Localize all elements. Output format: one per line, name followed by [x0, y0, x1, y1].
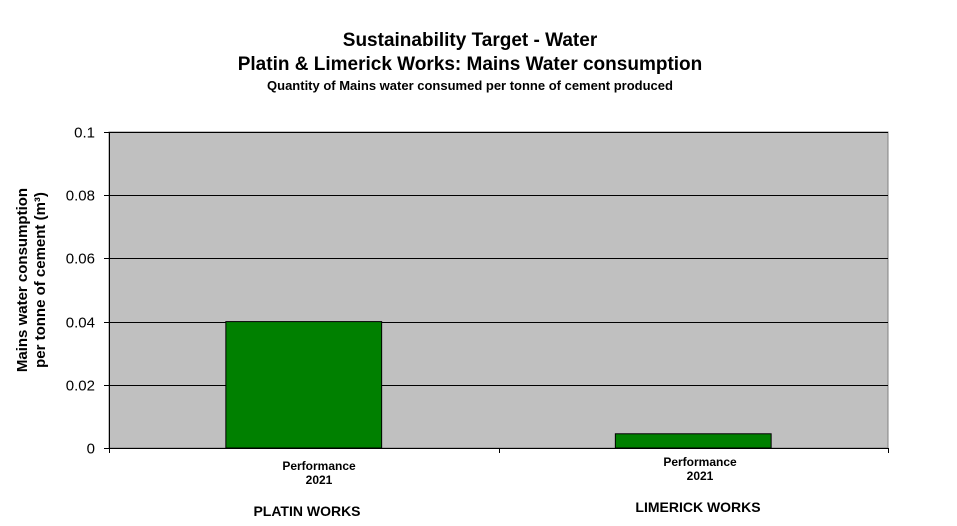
y-tick-label-2: 0.04 [66, 315, 95, 332]
bar-0 [225, 321, 383, 449]
bar-label-platin-line2: 2021 [305, 473, 333, 487]
y-tick-label-4: 0.08 [66, 188, 95, 205]
y-tick-label-1: 0.02 [66, 378, 95, 395]
chart-subtitle: Platin & Limerick Works: Mains Water con… [237, 54, 703, 75]
y-tick-label-5: 0.1 [74, 125, 95, 142]
chart-subtitle-2: Quantity of Mains water consumed per ton… [267, 78, 673, 93]
y-axis-label-line2: per tonne of cement (m³) [32, 192, 49, 368]
y-axis-label-line1: Mains water consumption [14, 187, 31, 373]
bar-label-limerick-line2: 2021 [686, 469, 714, 483]
bar-label-platin-line1: Performance [282, 459, 356, 473]
y-tick-label-0: 0 [87, 441, 95, 458]
bar-label-limerick: Performance 2021 [620, 455, 780, 483]
bar-label-limerick-line1: Performance [663, 455, 737, 469]
chart-title: Sustainability Target - Water [342, 30, 598, 51]
bar-1 [614, 433, 772, 449]
bar-label-platin: Performance 2021 [239, 459, 399, 487]
y-tick-label-3: 0.06 [66, 251, 95, 268]
category-label-platin: PLATIN WORKS [253, 503, 361, 519]
category-label-limerick: LIMERICK WORKS [635, 499, 761, 515]
